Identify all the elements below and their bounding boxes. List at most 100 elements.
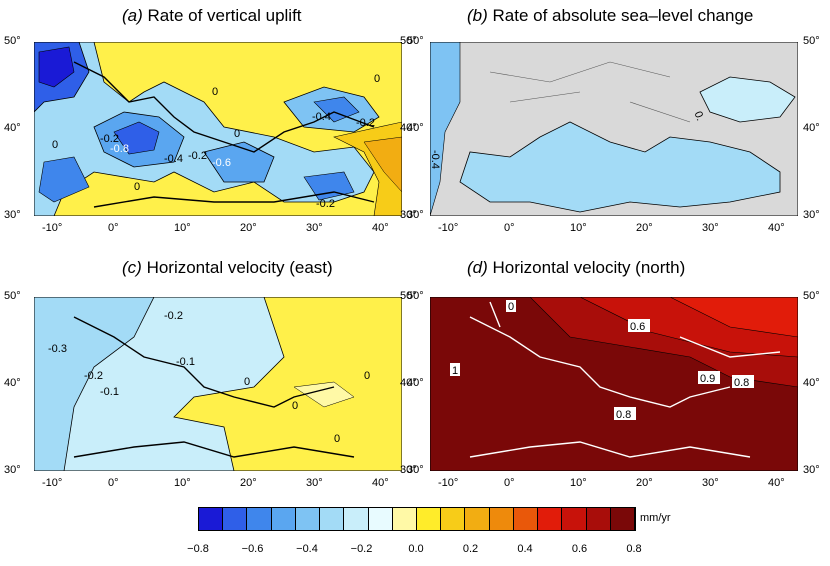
contour-label: -0.4 — [430, 150, 441, 169]
lon-tick-label: 20° — [240, 477, 257, 489]
contour-label: -0.4 — [164, 153, 183, 165]
lat-tick-label: 30° — [407, 209, 424, 221]
lat-tick-label: 50° — [4, 290, 21, 302]
lat-tick-label: 50° — [407, 290, 424, 302]
lon-tick-label: 20° — [240, 222, 257, 234]
colorbar-tick-label: 0.8 — [626, 543, 642, 555]
colorbar-swatch — [223, 508, 248, 530]
lon-tick-label: 0° — [108, 222, 119, 234]
contour-label: 0.9 — [700, 373, 715, 385]
lat-tick-label: 40° — [400, 377, 417, 389]
contour-label: 0 — [134, 181, 140, 193]
contour-label: -0.4 — [312, 111, 331, 123]
contour-label: 0.8 — [616, 409, 631, 421]
lat-tick-label: 40° — [400, 122, 417, 134]
contour-label: -0.1 — [176, 356, 195, 368]
colorbar-swatch — [295, 508, 321, 530]
contour-label: -0.2 — [316, 198, 335, 210]
lat-tick-label: 30° — [803, 209, 820, 221]
panel-b-title: (b) Rate of absolute sea–level change — [467, 6, 754, 25]
colorbar-swatch — [610, 508, 635, 530]
lon-tick-label: -10° — [42, 477, 63, 489]
lon-tick-label: 10° — [570, 222, 587, 234]
colorbar-swatch — [320, 508, 345, 530]
contour-label: 1 — [452, 365, 458, 377]
contour-label: 0 — [244, 376, 250, 388]
lon-tick-label: 0° — [108, 477, 119, 489]
colorbar-tick-label: 0.2 — [462, 543, 479, 555]
contour-label: -0.2 — [84, 370, 103, 382]
contour-label: -0.1 — [100, 386, 119, 398]
contour-label: -0.2 — [188, 150, 207, 162]
lon-tick-label: 10° — [174, 222, 191, 234]
lat-tick-label: 40° — [407, 122, 424, 134]
contour-label: -0.8 — [110, 143, 129, 155]
lon-tick-label: 30° — [306, 477, 323, 489]
lon-tick-label: 10° — [174, 477, 191, 489]
colorbar-swatch — [247, 508, 272, 530]
lat-tick-label: 40° — [4, 377, 21, 389]
lat-tick-label: 30° — [400, 209, 417, 221]
colorbar-tick-label: −0.4 — [296, 543, 318, 555]
lon-tick-label: 10° — [570, 477, 587, 489]
lat-tick-label: 50° — [400, 35, 417, 47]
contour-label: -0.2 — [164, 310, 183, 322]
colorbar-tick-label: −0.6 — [241, 543, 264, 555]
lon-tick-label: 0° — [504, 222, 515, 234]
lat-tick-label: 30° — [400, 464, 417, 476]
lon-tick-label: -10° — [438, 477, 459, 489]
map-panel-a: 0 0 -0.2 -0.8 -0.4 -0.2 -0.6 0 -0.2 -0.4… — [34, 42, 402, 216]
colorbar-swatch — [199, 508, 224, 530]
contour-label: 0 — [212, 86, 218, 98]
map-panel-b: -0.4 0. — [430, 42, 798, 216]
lon-tick-label: 20° — [636, 222, 653, 234]
lat-tick-label: 30° — [803, 464, 820, 476]
lat-tick-label: 30° — [4, 209, 21, 221]
contour-label: 0.6 — [630, 321, 645, 333]
lat-tick-label: 50° — [407, 35, 424, 47]
colorbar-tick-label: 0.6 — [571, 543, 588, 555]
colorbar-swatch — [489, 508, 514, 530]
contour-label: 0 — [374, 73, 380, 85]
lon-tick-label: 20° — [636, 477, 653, 489]
colorbar-swatch — [417, 508, 442, 530]
lat-tick-label: 40° — [4, 122, 21, 134]
contour-label: -0.3 — [48, 343, 67, 355]
lat-tick-label: 50° — [400, 290, 417, 302]
lon-tick-label: 30° — [702, 477, 719, 489]
lat-tick-label: 40° — [803, 122, 820, 134]
map-panel-c: -0.3 -0.2 -0.1 -0.2 -0.1 0 0 0 0 — [34, 297, 402, 471]
colorbar-swatch — [538, 508, 563, 530]
lat-tick-label: 50° — [4, 35, 21, 47]
contour-label: -0.2 — [356, 117, 375, 129]
colorbar-swatch — [513, 508, 539, 530]
colorbar-swatch — [562, 508, 587, 530]
contour-label: -0.2 — [100, 133, 119, 145]
contour-label: 0.8 — [734, 377, 749, 389]
lat-tick-label: 40° — [803, 377, 820, 389]
lon-tick-label: 30° — [702, 222, 719, 234]
lon-tick-label: 0° — [504, 477, 515, 489]
lat-tick-label: 40° — [407, 377, 424, 389]
lon-tick-label: -10° — [438, 222, 459, 234]
colorbar-tick-label: 0.0 — [408, 543, 424, 555]
lon-tick-label: 40° — [768, 222, 785, 234]
panel-a-title: (a) Rate of vertical uplift — [122, 6, 302, 25]
lat-tick-label: 30° — [4, 464, 21, 476]
colorbar-tick-label: −0.8 — [187, 543, 209, 555]
colorbar-swatch — [465, 508, 490, 530]
lon-tick-label: 40° — [372, 222, 389, 234]
colorbar-tick-label: 0.4 — [517, 543, 533, 555]
colorbar-swatch — [586, 508, 611, 530]
colorbar-swatch — [368, 508, 393, 530]
contour-label: 0 — [364, 370, 370, 382]
contour-label: 0 — [52, 139, 58, 151]
panel-d-title: (d) Horizontal velocity (north) — [467, 258, 686, 277]
contour-label: -0.6 — [212, 157, 231, 169]
lon-tick-label: 30° — [306, 222, 323, 234]
lon-tick-label: 40° — [372, 477, 389, 489]
colorbar-swatch — [344, 508, 369, 530]
colorbar — [198, 507, 636, 531]
lon-tick-label: 40° — [768, 477, 785, 489]
contour-label: 0 — [508, 301, 514, 313]
